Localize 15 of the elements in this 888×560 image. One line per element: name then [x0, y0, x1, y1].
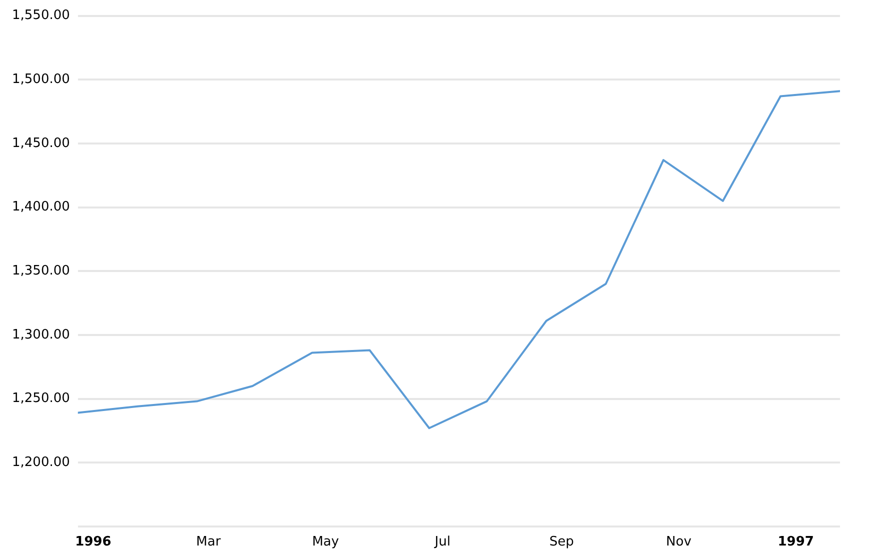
y-tick-label: 1,350.00 — [12, 263, 70, 278]
x-tick-label: 1996 — [75, 534, 112, 550]
x-tick-label: May — [312, 534, 340, 550]
x-tick-label: Jul — [434, 534, 450, 550]
y-tick-label: 1,450.00 — [12, 136, 70, 151]
y-tick-label: 1,250.00 — [12, 391, 70, 406]
y-tick-label: 1,400.00 — [12, 200, 70, 215]
y-tick-label: 1,300.00 — [12, 327, 70, 342]
y-tick-label: 1,550.00 — [12, 8, 70, 24]
y-tick-label: 1,200.00 — [12, 454, 70, 470]
x-tick-label: 1997 — [778, 534, 814, 550]
x-tick-label: Mar — [196, 534, 222, 550]
x-tick-label: Nov — [666, 534, 692, 550]
y-tick-label: 1,500.00 — [12, 72, 70, 87]
x-tick-label: Sep — [549, 534, 574, 550]
